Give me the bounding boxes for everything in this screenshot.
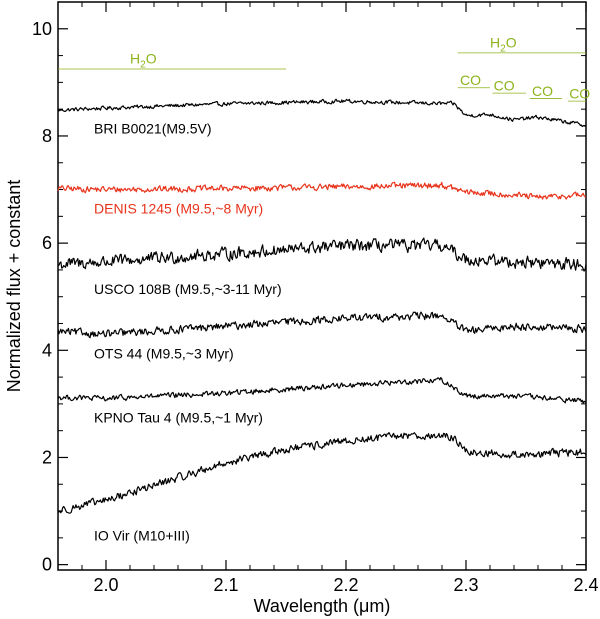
feature-label: CO [532,83,553,99]
spectrum-label: BRI B0021(M9.5V) [94,120,212,136]
feature-label: H2O [130,51,157,71]
spectrum-line [57,181,587,200]
spectrum-label: OTS 44 (M9.5,~3 Myr) [94,345,234,361]
feature-label: H2O [490,35,517,55]
spectrum-line [57,377,587,404]
feature-label: CO [569,85,590,101]
spectrum-label: DENIS 1245 (M9.5,~8 Myr) [94,201,263,217]
x-tick-label: 2.3 [453,575,478,595]
y-tick-label: 0 [42,555,52,575]
feature-label-tail: O [506,35,517,51]
x-axis-title: Wavelength (μm) [254,596,391,616]
x-tick-label: 2.4 [573,575,598,595]
ticks-layer: 2.0 2.1 2.2 2.3 2.4 0 2 4 6 8 10 [32,2,599,595]
spectrum-line [57,431,587,514]
feature-label-base: H [130,51,140,67]
feature-label-subscript: 2 [500,44,506,55]
y-axis-title: Normalized flux + constant [4,180,24,393]
spectrum-line [57,98,587,128]
y-tick-label: 8 [42,126,52,146]
spectrum-line [57,311,587,339]
x-tick-label: 2.1 [213,575,238,595]
spectrum-label: USCO 108B (M9.5,~3-11 Myr) [94,281,282,297]
spectrum-label: IO Vir (M10+III) [94,528,190,544]
feature-label-tail: O [146,51,157,67]
feature-label-base: H [490,35,500,51]
x-tick-label: 2.2 [333,575,358,595]
spectrum-label: KPNO Tau 4 (M9.5,~1 Myr) [94,410,263,426]
y-tick-label: 2 [42,447,52,467]
x-tick-label: 2.0 [93,575,118,595]
series-layer [57,98,587,514]
y-tick-label: 4 [42,340,52,360]
feature-label-subscript: 2 [140,60,146,71]
spectrum-line [57,237,587,272]
feature-label: CO [460,72,481,88]
feature-label: CO [494,77,515,93]
y-tick-label: 6 [42,233,52,253]
y-tick-label: 10 [32,19,52,39]
labels-layer: BRI B0021(M9.5V) DENIS 1245 (M9.5,~8 Myr)… [94,120,282,543]
